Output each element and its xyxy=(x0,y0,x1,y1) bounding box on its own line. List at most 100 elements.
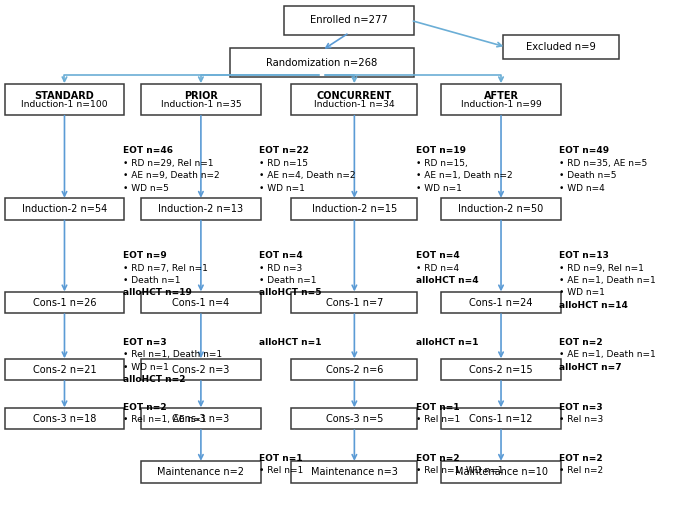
Text: Cons-2 n=6: Cons-2 n=6 xyxy=(325,365,383,375)
FancyBboxPatch shape xyxy=(5,292,124,313)
Text: • RD n=29, Rel n=1: • RD n=29, Rel n=1 xyxy=(123,159,213,168)
Text: EOT n=1: EOT n=1 xyxy=(259,454,303,463)
Text: • RD n=15: • RD n=15 xyxy=(259,159,308,168)
Text: alloHCT n=14: alloHCT n=14 xyxy=(560,301,628,310)
Text: • Death n=5: • Death n=5 xyxy=(560,171,616,180)
Text: EOT n=13: EOT n=13 xyxy=(560,251,609,260)
Text: • WD n=1: • WD n=1 xyxy=(259,184,305,193)
Text: • Rel n=3: • Rel n=3 xyxy=(560,415,603,424)
Text: alloHCT n=1: alloHCT n=1 xyxy=(416,338,479,347)
Text: Cons-1 n=7: Cons-1 n=7 xyxy=(325,298,383,308)
Text: • RD n=9, Rel n=1: • RD n=9, Rel n=1 xyxy=(560,264,644,272)
Text: • Rel n=1, AE n=1: • Rel n=1, AE n=1 xyxy=(123,415,206,424)
Text: • RD n=4: • RD n=4 xyxy=(416,264,459,272)
Text: STANDARD: STANDARD xyxy=(35,91,95,101)
Text: Induction-1 n=99: Induction-1 n=99 xyxy=(460,100,541,109)
Text: • RD n=15,: • RD n=15, xyxy=(416,159,468,168)
Text: EOT n=4: EOT n=4 xyxy=(259,251,303,260)
Text: alloHCT n=5: alloHCT n=5 xyxy=(259,289,322,297)
Text: Cons-2 n=15: Cons-2 n=15 xyxy=(469,365,533,375)
Text: EOT n=4: EOT n=4 xyxy=(416,251,460,260)
Text: • WD n=5: • WD n=5 xyxy=(123,184,169,193)
Text: • AE n=4, Death n=2: • AE n=4, Death n=2 xyxy=(259,171,356,180)
Text: • WD n=4: • WD n=4 xyxy=(560,184,605,193)
Text: EOT n=2: EOT n=2 xyxy=(560,454,603,463)
Text: EOT n=46: EOT n=46 xyxy=(123,146,173,155)
Text: Cons-2 n=3: Cons-2 n=3 xyxy=(172,365,229,375)
Text: Induction-2 n=13: Induction-2 n=13 xyxy=(158,204,243,214)
Text: • RD n=7, Rel n=1: • RD n=7, Rel n=1 xyxy=(123,264,208,272)
Text: Cons-3 n=3: Cons-3 n=3 xyxy=(172,414,229,424)
Text: Cons-3 n=5: Cons-3 n=5 xyxy=(325,414,383,424)
Text: EOT n=2: EOT n=2 xyxy=(560,338,603,347)
FancyBboxPatch shape xyxy=(291,461,417,483)
Text: • Rel n=1, Death n=1: • Rel n=1, Death n=1 xyxy=(123,351,222,359)
Text: Maintenance n=10: Maintenance n=10 xyxy=(455,467,547,477)
FancyBboxPatch shape xyxy=(441,461,561,483)
FancyBboxPatch shape xyxy=(441,198,561,220)
Text: Cons-1 n=24: Cons-1 n=24 xyxy=(469,298,533,308)
Text: EOT n=3: EOT n=3 xyxy=(560,403,603,412)
Text: EOT n=19: EOT n=19 xyxy=(416,146,466,155)
Text: alloHCT n=4: alloHCT n=4 xyxy=(416,276,479,285)
Text: EOT n=49: EOT n=49 xyxy=(560,146,610,155)
FancyBboxPatch shape xyxy=(5,84,124,115)
Text: • AE n=1, Death n=1: • AE n=1, Death n=1 xyxy=(560,351,656,359)
Text: EOT n=9: EOT n=9 xyxy=(123,251,166,260)
Text: Maintenance n=3: Maintenance n=3 xyxy=(311,467,398,477)
Text: • WD n=1: • WD n=1 xyxy=(416,184,462,193)
Text: EOT n=22: EOT n=22 xyxy=(259,146,309,155)
FancyBboxPatch shape xyxy=(291,84,417,115)
FancyBboxPatch shape xyxy=(441,292,561,313)
Text: Maintenance n=2: Maintenance n=2 xyxy=(158,467,245,477)
Text: • WD n=1: • WD n=1 xyxy=(123,363,169,372)
Text: Induction-2 n=50: Induction-2 n=50 xyxy=(458,204,544,214)
FancyBboxPatch shape xyxy=(503,35,619,59)
Text: • Rel n=1, WD n=1: • Rel n=1, WD n=1 xyxy=(416,467,503,475)
FancyBboxPatch shape xyxy=(441,408,561,429)
Text: Induction-2 n=54: Induction-2 n=54 xyxy=(22,204,107,214)
FancyBboxPatch shape xyxy=(141,292,260,313)
FancyBboxPatch shape xyxy=(141,359,260,380)
Text: Excluded n=9: Excluded n=9 xyxy=(526,42,596,52)
FancyBboxPatch shape xyxy=(291,198,417,220)
Text: • Rel n=1: • Rel n=1 xyxy=(259,467,303,475)
FancyBboxPatch shape xyxy=(141,198,260,220)
Text: • RD n=3: • RD n=3 xyxy=(259,264,303,272)
Text: alloHCT n=19: alloHCT n=19 xyxy=(123,289,192,297)
FancyBboxPatch shape xyxy=(441,359,561,380)
Text: • Rel n=1: • Rel n=1 xyxy=(416,415,460,424)
Text: Cons-3 n=18: Cons-3 n=18 xyxy=(33,414,96,424)
Text: alloHCT n=1: alloHCT n=1 xyxy=(259,338,322,347)
Text: • Death n=1: • Death n=1 xyxy=(259,276,316,285)
Text: Randomization n=268: Randomization n=268 xyxy=(266,58,377,67)
Text: Enrolled n=277: Enrolled n=277 xyxy=(310,15,388,26)
Text: alloHCT n=7: alloHCT n=7 xyxy=(560,363,622,372)
Text: EOT n=3: EOT n=3 xyxy=(123,338,166,347)
FancyBboxPatch shape xyxy=(5,359,124,380)
Text: alloHCT n=2: alloHCT n=2 xyxy=(123,376,186,384)
Text: • RD n=35, AE n=5: • RD n=35, AE n=5 xyxy=(560,159,647,168)
FancyBboxPatch shape xyxy=(284,6,414,35)
FancyBboxPatch shape xyxy=(141,84,260,115)
Text: Induction-2 n=15: Induction-2 n=15 xyxy=(312,204,397,214)
Text: • Death n=1: • Death n=1 xyxy=(123,276,180,285)
Text: EOT n=2: EOT n=2 xyxy=(123,403,166,412)
Text: Cons-1 n=12: Cons-1 n=12 xyxy=(469,414,533,424)
FancyBboxPatch shape xyxy=(5,408,124,429)
Text: CONCURRENT: CONCURRENT xyxy=(316,91,392,101)
FancyBboxPatch shape xyxy=(291,292,417,313)
Text: Induction-1 n=34: Induction-1 n=34 xyxy=(314,100,395,109)
Text: AFTER: AFTER xyxy=(484,91,519,101)
FancyBboxPatch shape xyxy=(230,48,414,77)
FancyBboxPatch shape xyxy=(5,198,124,220)
Text: Induction-1 n=35: Induction-1 n=35 xyxy=(160,100,241,109)
FancyBboxPatch shape xyxy=(291,359,417,380)
Text: • AE n=1, Death n=2: • AE n=1, Death n=2 xyxy=(416,171,513,180)
FancyBboxPatch shape xyxy=(441,84,561,115)
FancyBboxPatch shape xyxy=(291,408,417,429)
Text: PRIOR: PRIOR xyxy=(184,91,218,101)
Text: Cons-2 n=21: Cons-2 n=21 xyxy=(33,365,97,375)
FancyBboxPatch shape xyxy=(141,408,260,429)
Text: • Rel n=2: • Rel n=2 xyxy=(560,467,603,475)
